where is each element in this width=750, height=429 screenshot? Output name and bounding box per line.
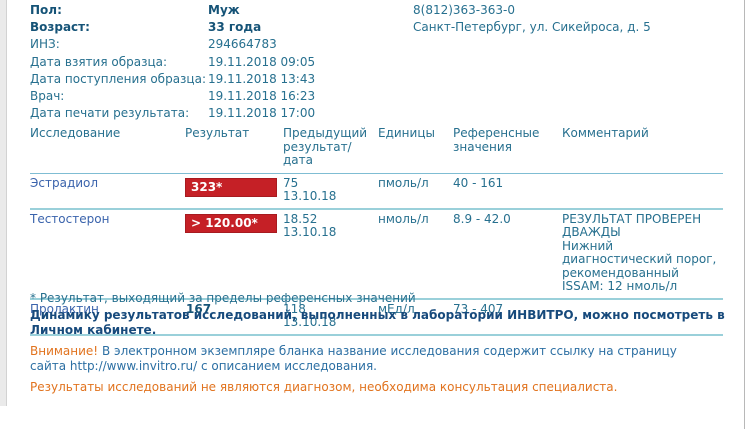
patient-row-sample-received: Дата поступления образца: 19.11.2018 13:…: [30, 71, 315, 88]
patient-row-sex: Пол: Муж: [30, 2, 315, 19]
results-table: Исследование Результат Предыдущий резуль…: [30, 124, 723, 336]
reference-footnote: * Результат, выходящий за пределы рефере…: [30, 291, 416, 305]
comment-cell: [562, 177, 723, 204]
sample-taken-value: 19.11.2018 09:05: [208, 54, 316, 69]
comment-line-threshold: Нижний диагностический порог, рекомендов…: [562, 238, 717, 293]
header-previous: Предыдущий результат/дата: [283, 126, 368, 167]
test-name-link[interactable]: Эстрадиол: [30, 175, 99, 190]
table-row-estradiol: Эстрадиол 323* 75 13.10.18 пмоль/л 40 - …: [30, 174, 723, 210]
printed-label: Дата печати результата:: [30, 106, 190, 121]
previous-date: 13.10.18: [283, 315, 337, 329]
result-cell: 167: [185, 301, 283, 330]
previous-date: 13.10.18: [283, 225, 337, 239]
age-value: 33 года: [208, 20, 262, 35]
doctor-value: 19.11.2018 16:23: [208, 88, 316, 103]
reference-cell: 40 - 161: [453, 175, 504, 190]
test-name-link[interactable]: Тестостерон: [30, 211, 110, 226]
age-label: Возраст:: [30, 20, 90, 35]
disclaimer-note: Результаты исследований не являются диаг…: [30, 380, 618, 394]
dynamics-note: Динамику результатов исследований, выпол…: [30, 308, 725, 337]
previous-result-cell: 18.52 13.10.18: [283, 211, 378, 294]
units-cell: нмоль/л: [378, 211, 429, 226]
result-cell: 323*: [185, 177, 283, 204]
patient-row-age: Возраст: 33 года: [30, 19, 315, 36]
table-row-prolactin: Пролактин 167 118 13.10.18 мЕд/л 73 - 40…: [30, 300, 723, 336]
table-row-testosterone: Тестостерон > 120.00* 18.52 13.10.18 нмо…: [30, 210, 723, 300]
units-cell: пмоль/л: [378, 175, 429, 190]
inz-value: 294664783: [208, 37, 277, 52]
header-test: Исследование: [30, 126, 121, 140]
doctor-label: Врач:: [30, 88, 65, 103]
result-cell: > 120.00*: [185, 213, 283, 294]
sample-received-value: 19.11.2018 13:43: [208, 71, 316, 86]
header-reference: Референсные значения: [453, 126, 540, 154]
header-result: Результат: [185, 126, 250, 140]
result-value: 167: [186, 301, 212, 316]
previous-result-cell: 118 13.10.18: [283, 301, 378, 330]
lab-contact: 8(812)363-363-0 Санкт-Петербург, ул. Сик…: [413, 2, 651, 36]
patient-info: Пол: Муж Возраст: 33 года ИНЗ: 294664783…: [30, 2, 315, 122]
inz-label: ИНЗ:: [30, 37, 60, 52]
warning-text: В электронном экземпляре бланка название…: [30, 344, 677, 373]
header-comment: Комментарий: [562, 126, 649, 140]
test-name-link[interactable]: Пролактин: [30, 301, 99, 316]
result-flag-badge: > 120.00*: [185, 213, 277, 233]
sample-received-label: Дата поступления образца:: [30, 71, 206, 86]
reference-cell: 8.9 - 42.0: [453, 211, 511, 226]
previous-result-cell: 75 13.10.18: [283, 175, 378, 204]
patient-row-doctor: Врач: 19.11.2018 16:23: [30, 88, 315, 105]
patient-row-printed: Дата печати результата: 19.11.2018 17:00: [30, 105, 315, 122]
reference-cell: 73 - 407: [453, 301, 504, 316]
previous-value: 118: [283, 301, 306, 316]
results-table-header: Исследование Результат Предыдущий резуль…: [30, 124, 723, 174]
patient-row-inz: ИНЗ: 294664783: [30, 36, 315, 53]
invitro-url-link[interactable]: http://www.invitro.ru/: [69, 359, 198, 373]
previous-value: 18.52: [283, 211, 318, 226]
previous-date: 13.10.18: [283, 189, 337, 203]
comment-cell: РЕЗУЛЬТАТ ПРОВЕРЕН ДВАЖДЫ Нижний диагнос…: [562, 211, 723, 294]
sex-value: Муж: [208, 3, 240, 17]
comment-line-verified: РЕЗУЛЬТАТ ПРОВЕРЕН ДВАЖДЫ: [562, 211, 702, 239]
header-units: Единицы: [378, 126, 435, 140]
sample-taken-label: Дата взятия образца:: [30, 54, 168, 69]
scan-edge-right: [744, 0, 745, 429]
warning-label: Внимание!: [30, 344, 99, 358]
sex-label: Пол:: [30, 3, 62, 17]
scan-edge-left: [0, 0, 7, 406]
result-flag-badge: 323*: [185, 177, 277, 197]
printed-value: 19.11.2018 17:00: [208, 106, 316, 121]
lab-phone: 8(812)363-363-0: [413, 3, 516, 17]
lab-address: Санкт-Петербург, ул. Сикейроса, д. 5: [413, 20, 651, 35]
warning-note: Внимание! В электронном экземпляре бланк…: [30, 344, 698, 374]
patient-row-sample-taken: Дата взятия образца: 19.11.2018 09:05: [30, 54, 315, 71]
units-cell: мЕд/л: [378, 301, 415, 316]
previous-value: 75: [283, 175, 299, 190]
warning-tail: с описанием исследования.: [200, 359, 377, 373]
